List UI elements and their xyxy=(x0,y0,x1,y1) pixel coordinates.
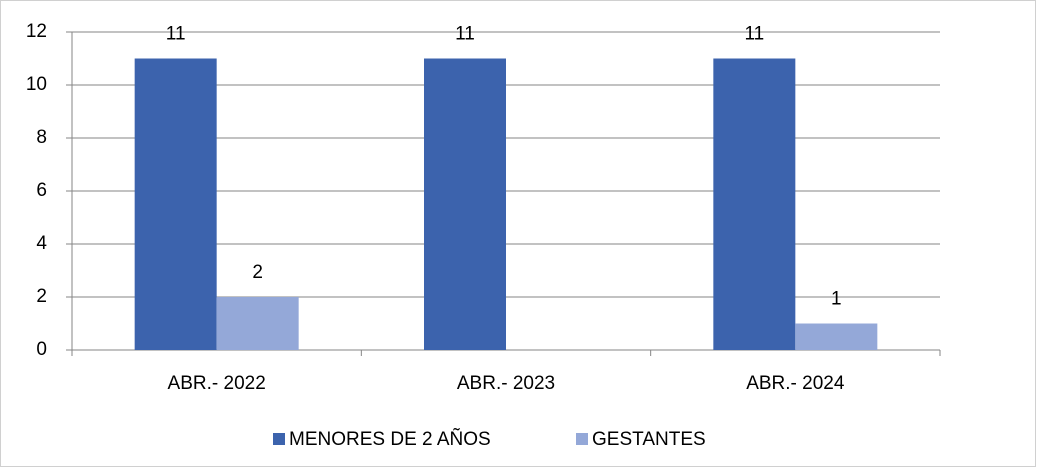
y-tick-label: 6 xyxy=(36,180,47,201)
x-tick-label: ABR.- 2024 xyxy=(746,373,845,394)
data-label: 11 xyxy=(744,24,764,45)
bar xyxy=(216,297,299,350)
legend-swatch xyxy=(576,433,588,445)
data-label: 11 xyxy=(166,24,186,45)
data-label: 2 xyxy=(252,262,263,283)
y-tick-label: 8 xyxy=(36,127,47,148)
y-tick-label: 10 xyxy=(26,74,47,95)
x-tick-label: ABR.- 2023 xyxy=(457,373,555,394)
bar xyxy=(134,58,217,350)
bar xyxy=(795,323,878,350)
legend-label: MENORES DE 2 AÑOS xyxy=(289,428,491,450)
y-tick-label: 2 xyxy=(36,286,47,307)
bar xyxy=(713,58,796,350)
data-label: 11 xyxy=(455,24,475,45)
y-tick-label: 4 xyxy=(36,233,47,254)
data-label: 1 xyxy=(831,289,842,310)
y-tick-label: 12 xyxy=(26,21,47,42)
legend-swatch xyxy=(273,433,285,445)
y-tick-label: 0 xyxy=(36,339,47,360)
bar xyxy=(424,58,506,350)
legend-label: GESTANTES xyxy=(592,429,706,450)
x-tick-label: ABR.- 2022 xyxy=(168,373,266,394)
